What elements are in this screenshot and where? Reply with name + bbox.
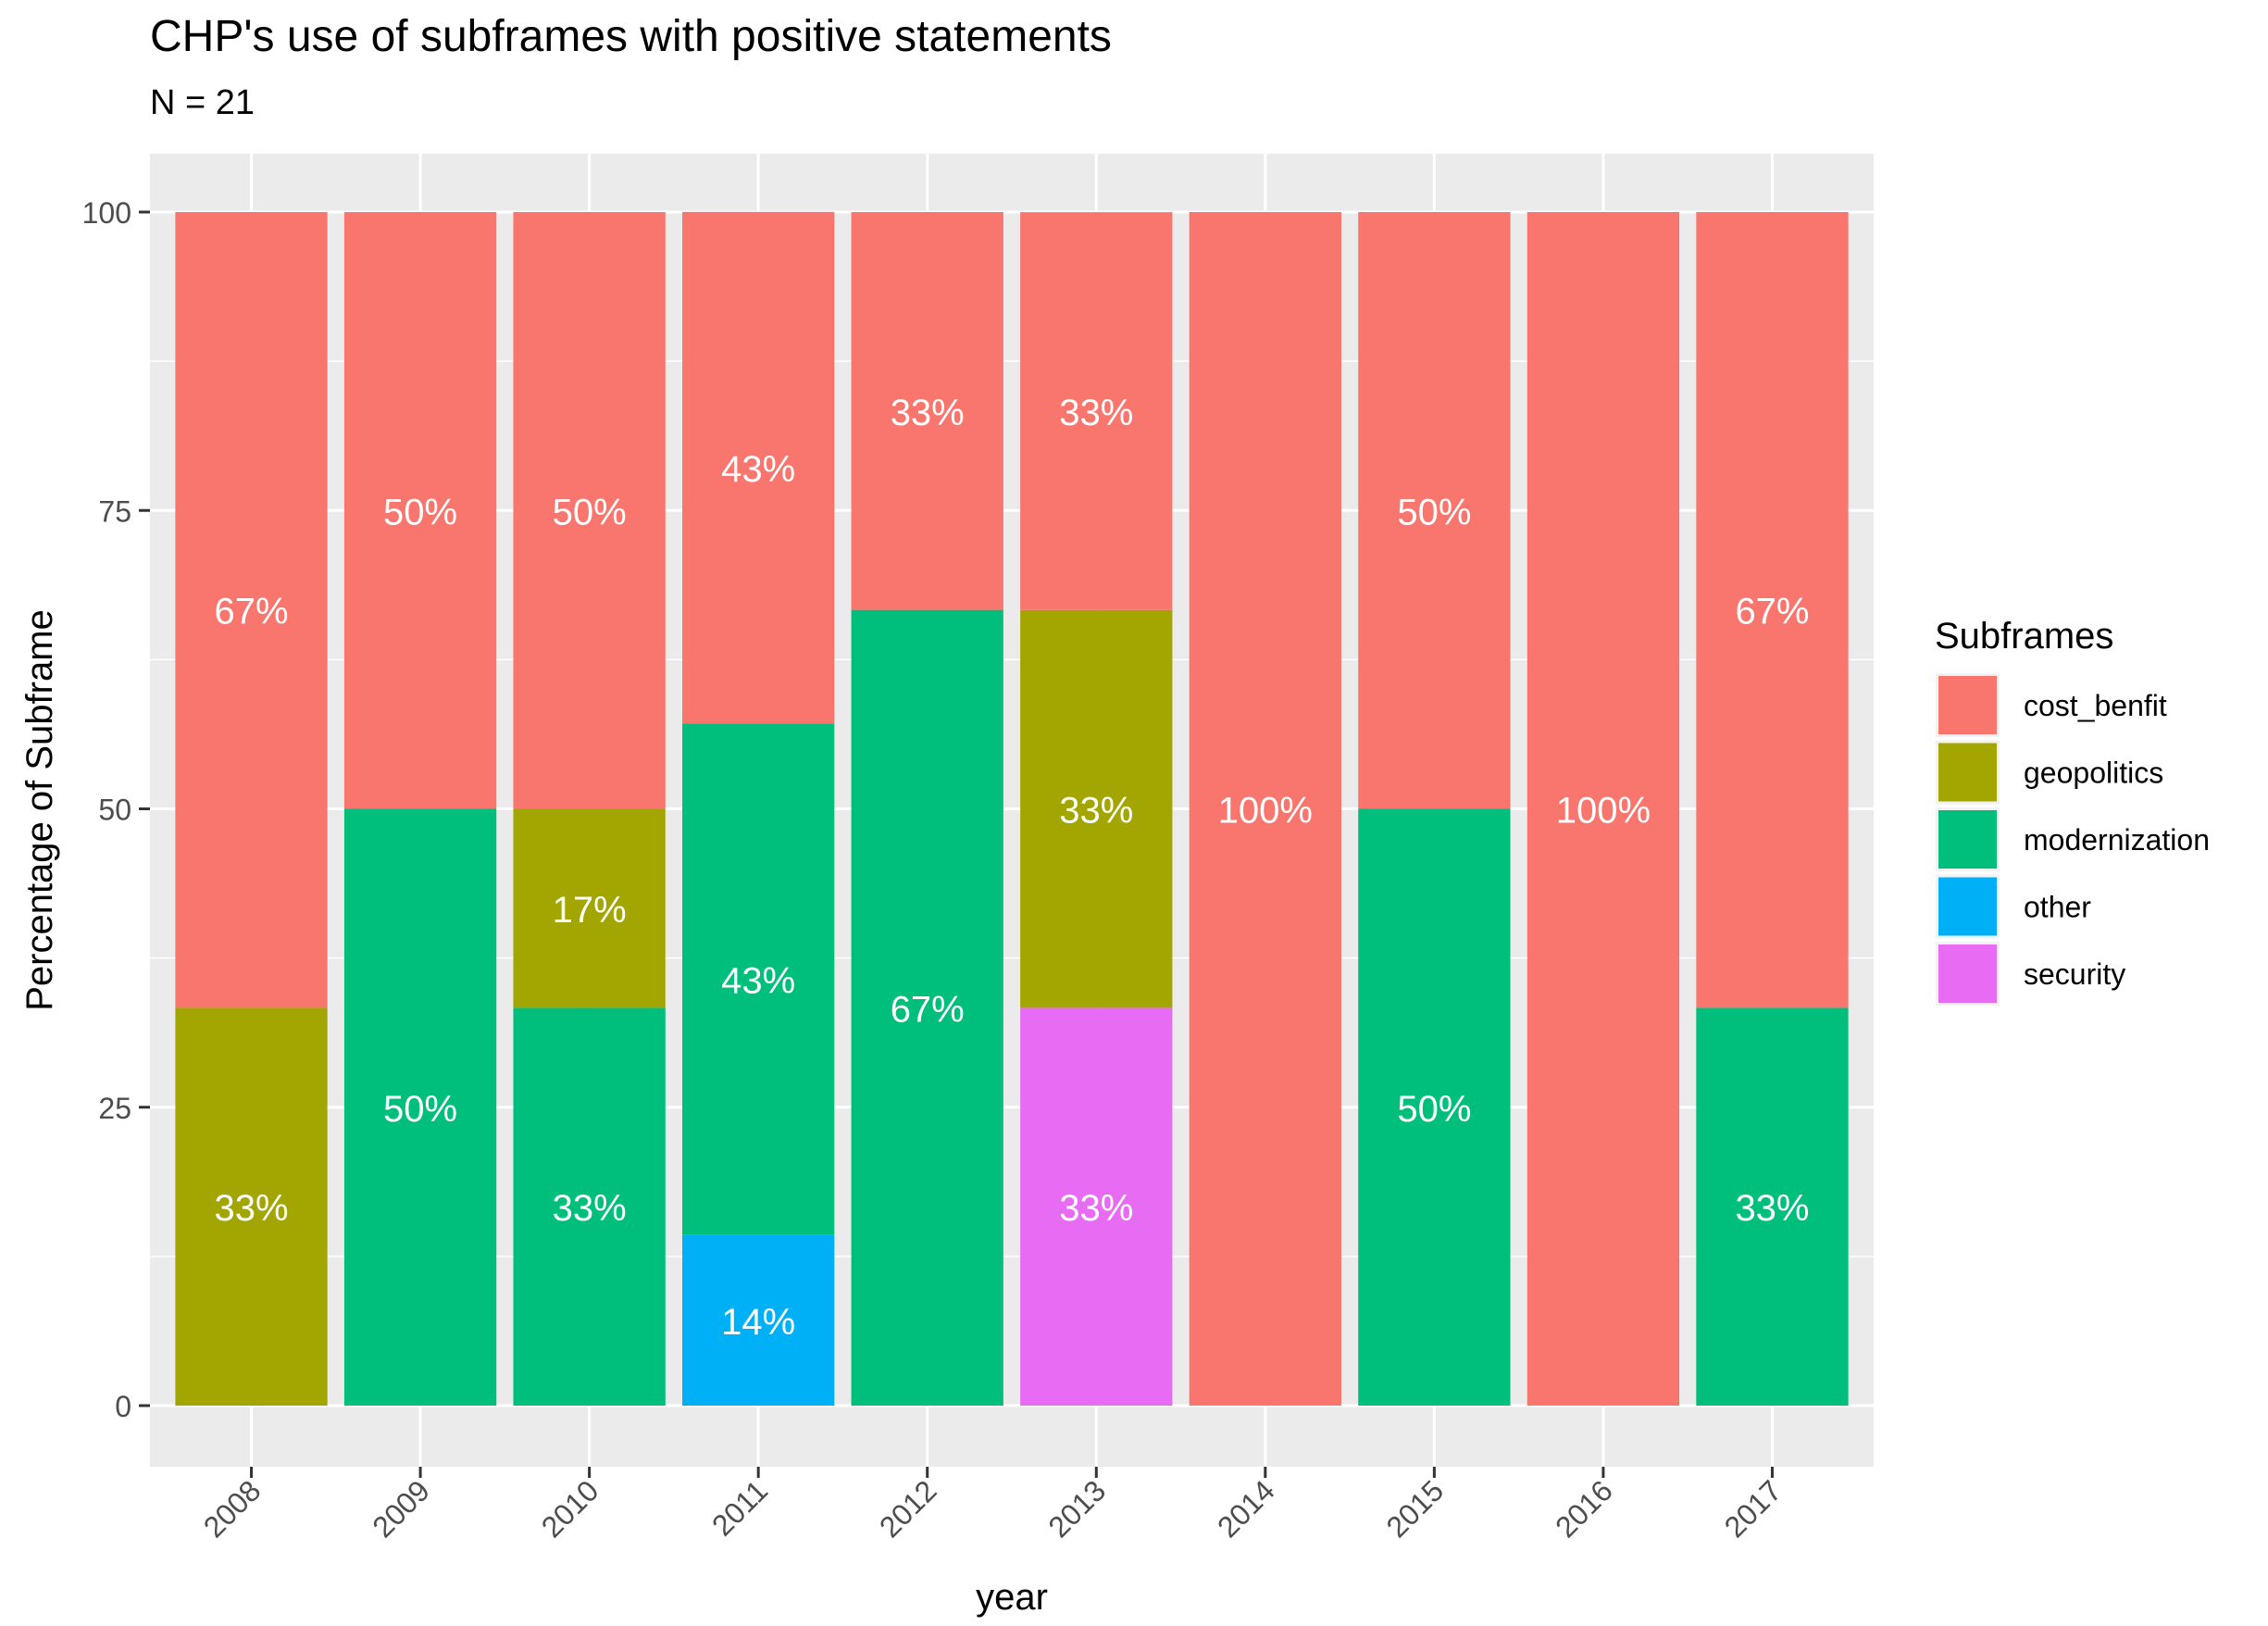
bar-segment-modernization-2015 bbox=[1358, 808, 1511, 1406]
data-label: 33% bbox=[1059, 791, 1133, 832]
data-label: 50% bbox=[1397, 492, 1471, 532]
y-tick-label: 50 bbox=[98, 794, 131, 827]
bar-segment-cost_benfit-2011 bbox=[682, 211, 835, 724]
bar-segment-modernization-2011 bbox=[682, 723, 835, 1235]
legend-swatch-modernization bbox=[1938, 810, 1997, 869]
x-tick-label: 2013 bbox=[1041, 1473, 1112, 1544]
x-tick-label: 2011 bbox=[705, 1473, 774, 1542]
bar-segment-geopolitics-2010 bbox=[513, 808, 666, 1008]
data-label: 33% bbox=[891, 393, 965, 433]
y-tick-label: 75 bbox=[98, 494, 131, 528]
data-label: 50% bbox=[383, 1089, 457, 1130]
bar-segment-cost_benfit-2013 bbox=[1020, 212, 1173, 610]
data-label: 14% bbox=[721, 1302, 795, 1343]
data-label: 17% bbox=[553, 890, 627, 931]
legend-swatch-cost_benfit bbox=[1938, 676, 1997, 734]
bar-segment-other-2011 bbox=[682, 1234, 835, 1406]
data-label: 100% bbox=[1218, 791, 1313, 832]
legend-swatch-security bbox=[1938, 944, 1997, 1003]
legend-label: security bbox=[2024, 957, 2125, 991]
legend-title: Subframes bbox=[1935, 616, 2113, 657]
x-tick-label: 2016 bbox=[1549, 1473, 1619, 1544]
bar-segment-modernization-2009 bbox=[343, 808, 497, 1406]
data-labels: 33% 67% 50% 50% 33% 17% 50% 14% 43% 43% 67% 33% 33% 3… bbox=[214, 393, 1809, 1343]
x-axis-title: year bbox=[976, 1577, 1048, 1618]
bar-segment-cost_benfit-2008 bbox=[175, 212, 328, 1008]
bar-segment-modernization-2012 bbox=[851, 609, 1003, 1406]
data-label: 50% bbox=[1397, 1089, 1471, 1130]
data-label: 33% bbox=[1059, 393, 1133, 433]
data-label: 43% bbox=[721, 449, 795, 490]
bar-segment-cost_benfit-2017 bbox=[1696, 212, 1849, 1008]
legend-swatch-geopolitics bbox=[1938, 743, 1997, 802]
y-tick-label: 25 bbox=[98, 1092, 131, 1125]
bar-segment-cost_benfit-2014 bbox=[1189, 212, 1341, 1406]
y-axis-title: Percentage of Subframe bbox=[19, 609, 60, 1011]
data-label: 43% bbox=[721, 961, 795, 1002]
data-label: 33% bbox=[1735, 1188, 1809, 1229]
bar-segment-security-2013 bbox=[1020, 1007, 1173, 1406]
x-tick-label: 2017 bbox=[1718, 1473, 1788, 1544]
legend-label: geopolitics bbox=[2024, 757, 2163, 790]
x-tick-label: 2012 bbox=[873, 1473, 943, 1544]
bars bbox=[175, 211, 1849, 1406]
bar-segment-cost_benfit-2012 bbox=[851, 212, 1003, 610]
legend-label: modernization bbox=[2024, 823, 2210, 857]
x-tick-label: 2008 bbox=[197, 1473, 268, 1544]
legend-label: cost_benfit bbox=[2024, 689, 2167, 722]
legend: Subframes cost_benfit geopolitics moderniza… bbox=[1935, 616, 2210, 1006]
chart-subtitle: N = 21 bbox=[150, 83, 255, 122]
y-tick-label: 100 bbox=[82, 196, 131, 230]
data-label: 100% bbox=[1556, 791, 1651, 832]
x-tick-label: 2010 bbox=[535, 1473, 605, 1544]
x-tick-label: 2014 bbox=[1211, 1473, 1281, 1544]
data-label: 67% bbox=[214, 592, 288, 632]
x-tick-label: 2009 bbox=[366, 1473, 436, 1544]
data-label: 50% bbox=[383, 492, 457, 532]
bar-segment-modernization-2010 bbox=[513, 1007, 666, 1406]
bar-segment-cost_benfit-2009 bbox=[343, 212, 497, 809]
x-tick-label: 2015 bbox=[1380, 1473, 1451, 1544]
bar-segment-modernization-2017 bbox=[1696, 1007, 1849, 1406]
bar-segment-cost_benfit-2015 bbox=[1358, 212, 1511, 809]
legend-swatch-other bbox=[1938, 877, 1997, 936]
data-label: 67% bbox=[891, 989, 965, 1030]
data-label: 33% bbox=[1059, 1188, 1133, 1229]
chart-title: CHP's use of subframes with positive sta… bbox=[150, 12, 1112, 61]
data-label: 33% bbox=[214, 1188, 288, 1229]
data-label: 67% bbox=[1735, 592, 1809, 632]
data-label: 33% bbox=[553, 1188, 627, 1229]
bar-segment-geopolitics-2013 bbox=[1020, 609, 1173, 1008]
data-label: 50% bbox=[553, 492, 627, 532]
bar-segment-cost_benfit-2016 bbox=[1527, 212, 1680, 1406]
bar-segment-cost_benfit-2010 bbox=[513, 212, 666, 809]
bar-segment-geopolitics-2008 bbox=[175, 1007, 328, 1406]
y-tick-label: 0 bbox=[115, 1390, 131, 1423]
legend-label: other bbox=[2024, 891, 2091, 924]
